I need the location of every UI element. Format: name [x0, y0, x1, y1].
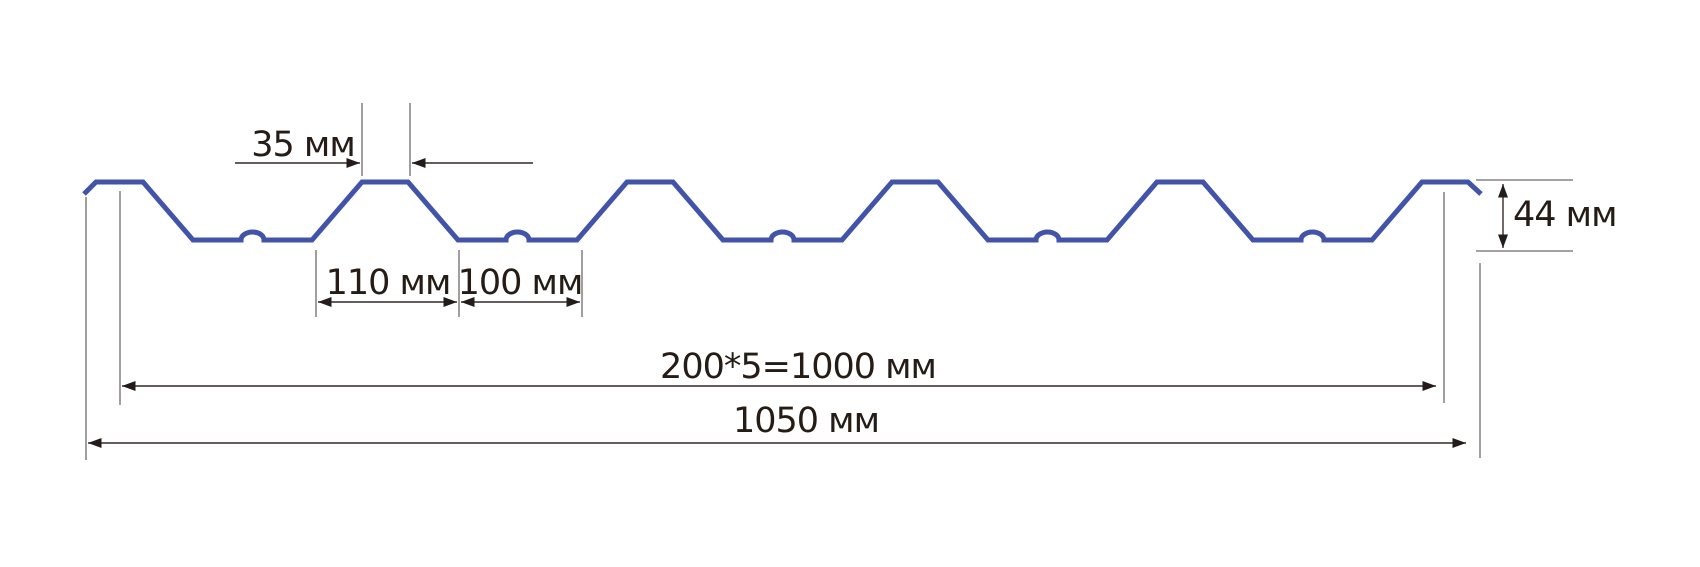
- dimension-label-35mm: 35 мм: [251, 125, 354, 165]
- dimension-working-width: 200*5=1000 мм: [119, 191, 1445, 405]
- dimension-crest-top-width: 35 мм: [235, 103, 533, 176]
- dimension-valley-width: 100 мм: [458, 250, 583, 317]
- sheet-profile-outline: [82, 179, 1483, 243]
- dimension-label-110mm: 110 мм: [326, 263, 451, 303]
- dimension-label-1050mm: 1050 мм: [733, 401, 879, 441]
- dimension-overall-width: 1050 мм: [85, 197, 1481, 460]
- dimension-rib-base-width: 110 мм: [315, 250, 460, 317]
- dimension-label-1000mm: 200*5=1000 мм: [660, 347, 936, 387]
- dimension-label-100mm: 100 мм: [458, 263, 583, 303]
- dimension-profile-height: 44 мм: [1476, 179, 1617, 252]
- dimension-label-44mm: 44 мм: [1513, 195, 1616, 235]
